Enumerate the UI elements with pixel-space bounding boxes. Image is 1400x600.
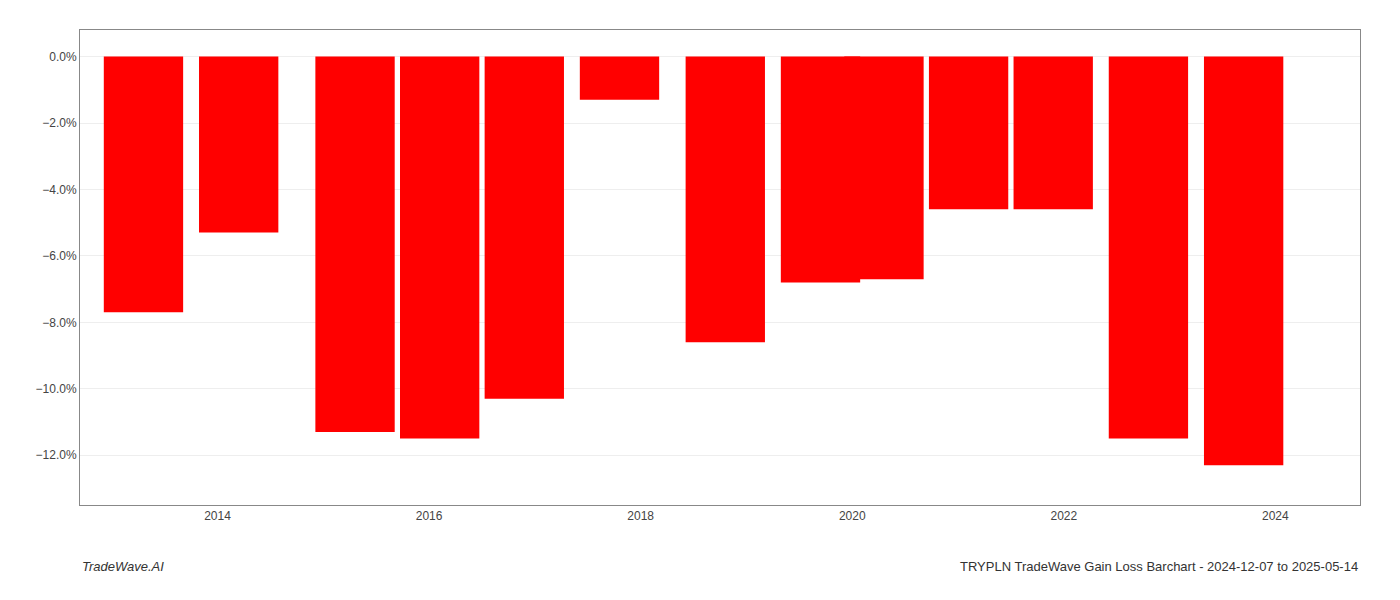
svg-text:−2.0%: −2.0%: [42, 116, 77, 130]
svg-text:2014: 2014: [204, 509, 231, 523]
svg-text:TradeWave.AI: TradeWave.AI: [82, 559, 164, 574]
svg-text:−4.0%: −4.0%: [42, 183, 77, 197]
svg-text:0.0%: 0.0%: [49, 50, 77, 64]
svg-text:2016: 2016: [416, 509, 443, 523]
svg-text:2018: 2018: [627, 509, 654, 523]
svg-text:2022: 2022: [1050, 509, 1077, 523]
svg-text:−6.0%: −6.0%: [42, 249, 77, 263]
svg-text:2020: 2020: [839, 509, 866, 523]
svg-text:−8.0%: −8.0%: [42, 316, 77, 330]
svg-text:−12.0%: −12.0%: [36, 448, 77, 462]
svg-text:TRYPLN TradeWave Gain Loss Bar: TRYPLN TradeWave Gain Loss Barchart - 20…: [960, 559, 1358, 574]
svg-text:−10.0%: −10.0%: [36, 382, 77, 396]
svg-text:2024: 2024: [1262, 509, 1289, 523]
